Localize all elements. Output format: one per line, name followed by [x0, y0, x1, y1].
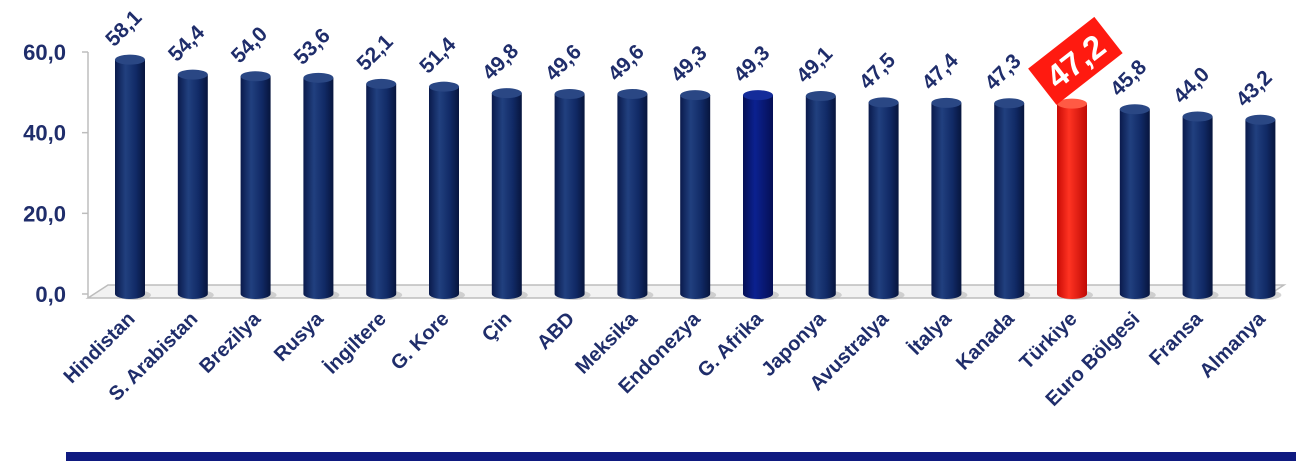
bar: [868, 97, 905, 300]
data-label: 52,1: [352, 30, 397, 75]
bar-body: [1119, 109, 1150, 299]
highlight-label-box: [1028, 16, 1123, 105]
bar-body: [805, 95, 836, 299]
x-tick-label: Fransa: [1145, 307, 1208, 370]
bar: [491, 88, 528, 300]
bar: [115, 54, 151, 300]
bar-cap: [868, 97, 899, 108]
bar: [1057, 98, 1093, 300]
data-label: 45,8: [1106, 55, 1151, 100]
bar: [617, 88, 654, 300]
bar-cap: [805, 90, 836, 101]
bar: [177, 69, 214, 300]
bar: [1182, 111, 1219, 300]
bar-cap: [491, 88, 522, 99]
bar: [743, 90, 779, 300]
bar: [680, 90, 717, 300]
x-tick-label: Rusya: [270, 307, 329, 366]
x-tick-label: Almanya: [1195, 307, 1270, 382]
bar-cap: [931, 97, 962, 108]
bar-body: [554, 93, 585, 299]
x-tick-label: Brezilya: [195, 307, 265, 377]
data-label: 51,4: [415, 33, 460, 78]
bar-body: [743, 95, 773, 299]
bar-body: [366, 83, 397, 299]
bar-body: [1245, 119, 1276, 299]
data-label: 49,1: [792, 42, 837, 87]
x-tick-label: G. Afrika: [694, 307, 769, 382]
y-tick-label: 40,0: [23, 121, 66, 146]
data-label: 49,3: [729, 42, 774, 87]
x-tick-label: G. Kore: [387, 308, 454, 375]
bar-body: [868, 102, 899, 300]
bar-body: [491, 93, 522, 299]
bar-body: [1057, 103, 1087, 299]
bar: [805, 90, 842, 300]
bar-body: [994, 103, 1025, 299]
data-label: 44,0: [1169, 63, 1214, 108]
bottom-rule: [66, 452, 1296, 461]
data-label: 53,6: [290, 24, 335, 69]
data-label: 47,4: [918, 49, 963, 94]
data-label: 49,8: [478, 39, 523, 84]
bar-cap: [303, 72, 334, 83]
data-label: 49,3: [666, 42, 711, 87]
bar: [931, 97, 968, 300]
data-label: 47,5: [855, 49, 900, 94]
bar: [366, 78, 403, 300]
bar-body: [429, 86, 459, 299]
highlight-value-label: 47,2: [1028, 16, 1123, 105]
y-tick-label: 60,0: [23, 40, 66, 65]
bar-body: [1182, 116, 1213, 300]
bar: [240, 71, 277, 300]
bar: [1245, 114, 1282, 300]
bar-body: [240, 76, 271, 299]
bar-series: [115, 54, 1282, 300]
data-label: 43,2: [1232, 66, 1277, 111]
bar-body: [303, 77, 334, 300]
bar-cap: [680, 90, 711, 101]
bar-cap: [429, 81, 459, 92]
data-label: 49,6: [541, 40, 586, 85]
y-tick-label: 0,0: [35, 282, 66, 307]
data-label: 54,4: [164, 21, 209, 66]
x-tick-label: ABD: [533, 308, 579, 354]
bar-cap: [1057, 98, 1087, 109]
bar-cap: [743, 90, 773, 101]
bar-body: [617, 93, 648, 299]
bar: [994, 98, 1031, 300]
bar-cap: [994, 98, 1025, 109]
x-tick-label: İngiltere: [319, 307, 390, 378]
bar-cap: [240, 71, 271, 82]
data-label: 49,6: [604, 40, 649, 85]
bar-cap: [115, 54, 145, 65]
data-label: 58,1: [101, 6, 146, 51]
bar-body: [177, 74, 208, 299]
bar-cap: [617, 88, 648, 99]
bar: [1119, 104, 1156, 300]
data-label: 47,3: [980, 50, 1025, 95]
bar-body: [115, 59, 145, 300]
bar-cap: [1182, 111, 1213, 122]
x-tick-label: Kanada: [952, 307, 1019, 374]
x-tick-label: İtalya: [903, 307, 956, 360]
y-axis: 0,0 20,0 40,0 60,0: [23, 40, 88, 307]
x-tick-label: Çin: [478, 308, 516, 346]
bar: [554, 88, 591, 300]
bar-cap: [1119, 104, 1150, 115]
bar-cap: [1245, 114, 1276, 125]
bar-cap: [366, 78, 397, 89]
data-label: 54,0: [227, 23, 272, 68]
y-tick-label: 20,0: [23, 201, 66, 226]
bar: [429, 81, 465, 300]
bar-cap: [554, 88, 585, 99]
bar-body: [680, 95, 711, 299]
bar: [303, 72, 340, 300]
bar-cap: [177, 69, 208, 80]
bar-body: [931, 102, 962, 299]
